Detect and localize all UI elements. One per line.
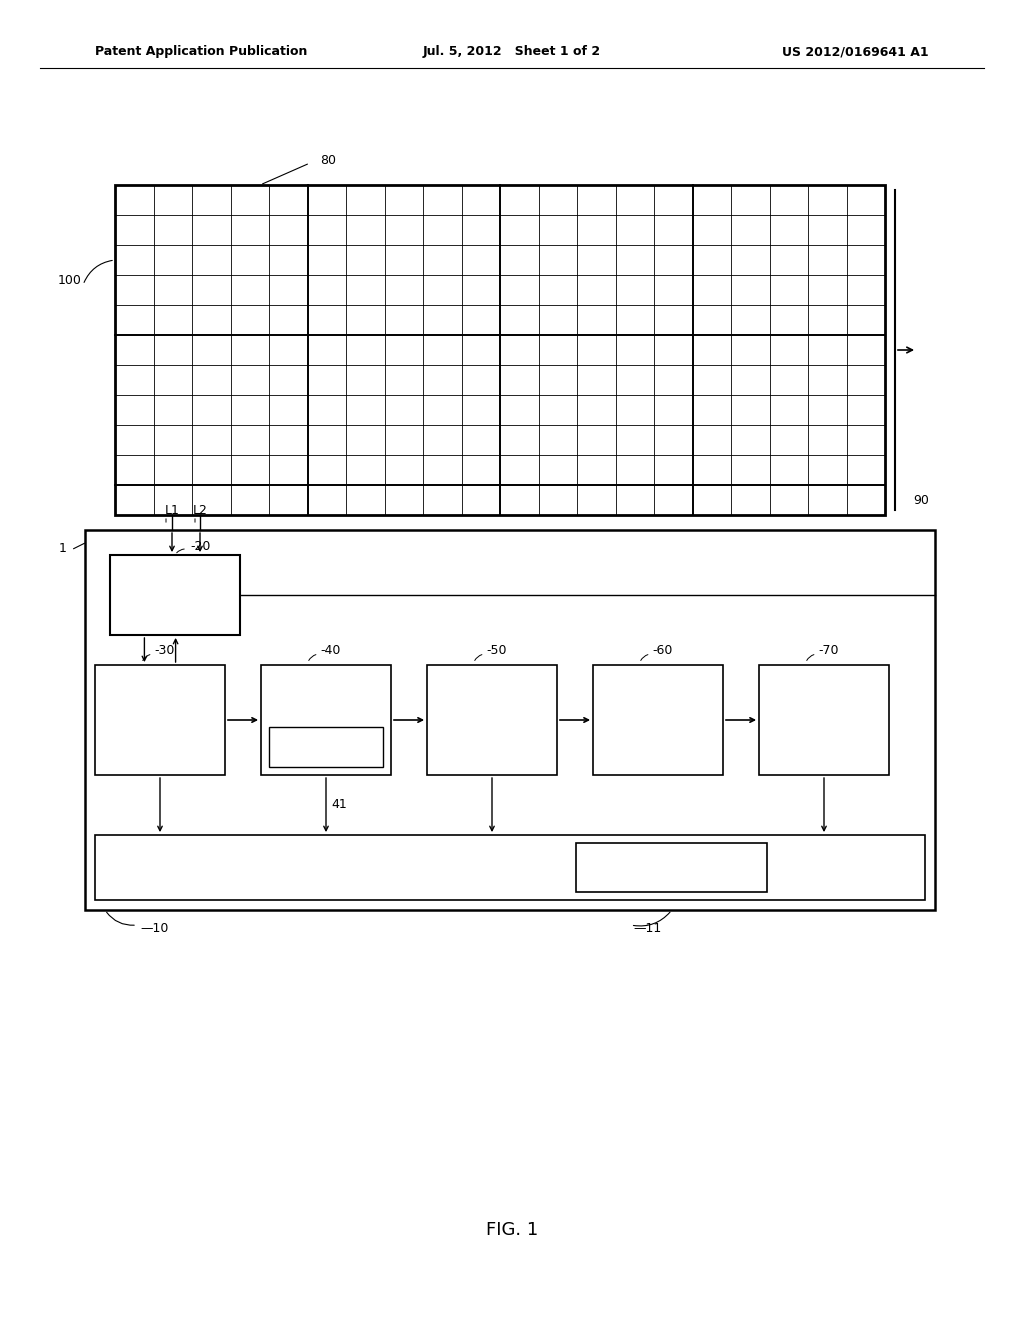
Text: -60: -60 bbox=[652, 644, 673, 657]
Bar bbox=[577, 843, 767, 892]
Text: -20: -20 bbox=[190, 540, 210, 553]
Text: differential
amplifier: differential amplifier bbox=[628, 709, 688, 731]
Text: 80: 80 bbox=[319, 153, 336, 166]
Text: storage
capacitor: storage capacitor bbox=[300, 737, 352, 758]
Bar bbox=[95, 836, 925, 900]
Text: -30: -30 bbox=[155, 644, 175, 657]
Bar bbox=[759, 665, 889, 775]
Bar bbox=[261, 665, 391, 775]
Text: storage control
module: storage control module bbox=[284, 682, 369, 704]
Text: US 2012/0169641 A1: US 2012/0169641 A1 bbox=[782, 45, 929, 58]
Text: digital filter: digital filter bbox=[637, 861, 706, 874]
Text: Patent Application Publication: Patent Application Publication bbox=[95, 45, 307, 58]
Text: —10: —10 bbox=[140, 921, 168, 935]
Bar bbox=[110, 554, 240, 635]
Text: pin: pin bbox=[164, 587, 185, 602]
Text: Jul. 5, 2012   Sheet 1 of 2: Jul. 5, 2012 Sheet 1 of 2 bbox=[423, 45, 601, 58]
Bar bbox=[115, 185, 885, 515]
Text: L2: L2 bbox=[193, 503, 208, 516]
Bar bbox=[427, 665, 557, 775]
Bar bbox=[269, 727, 383, 767]
Text: logic control module: logic control module bbox=[326, 861, 462, 874]
Text: driving/sensing
control
module: driving/sensing control module bbox=[118, 704, 203, 737]
Text: 41: 41 bbox=[331, 799, 347, 812]
Text: FIG. 1: FIG. 1 bbox=[485, 1221, 539, 1239]
Bar bbox=[85, 531, 935, 909]
Text: decoding
control
module: decoding control module bbox=[466, 704, 518, 737]
Bar bbox=[95, 665, 225, 775]
Text: analog/digital
conversion
module: analog/digital conversion module bbox=[785, 704, 862, 737]
Text: —11: —11 bbox=[634, 921, 662, 935]
Text: -70: -70 bbox=[818, 644, 839, 657]
Text: -40: -40 bbox=[321, 644, 341, 657]
Text: 100: 100 bbox=[58, 273, 82, 286]
Text: 90: 90 bbox=[913, 494, 929, 507]
Text: L1: L1 bbox=[165, 503, 179, 516]
Text: -50: -50 bbox=[486, 644, 507, 657]
Bar bbox=[593, 665, 723, 775]
Text: 1: 1 bbox=[59, 541, 67, 554]
